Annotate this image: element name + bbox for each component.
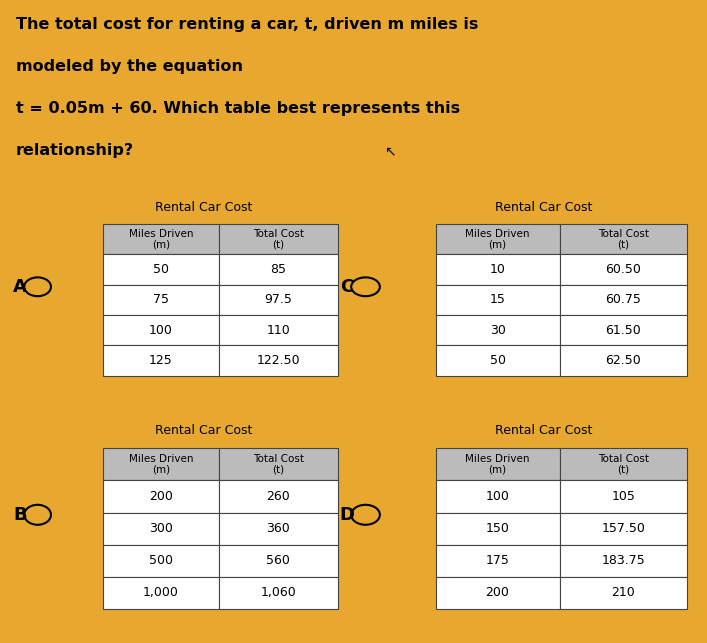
Text: 100: 100 [149, 323, 173, 337]
Text: C: C [340, 278, 353, 296]
Text: Rental Car Cost: Rental Car Cost [495, 201, 592, 214]
Text: 15: 15 [490, 293, 506, 306]
Text: 97.5: 97.5 [264, 293, 292, 306]
Bar [103, 345, 218, 376]
Bar [218, 545, 337, 577]
Bar [436, 512, 560, 545]
Bar [560, 480, 687, 512]
Text: 360: 360 [267, 522, 290, 535]
Text: 1,060: 1,060 [260, 586, 296, 599]
Bar [218, 255, 337, 285]
Bar [560, 512, 687, 545]
Bar [103, 285, 218, 315]
Bar [436, 577, 560, 609]
Text: 125: 125 [149, 354, 173, 367]
Bar [103, 512, 218, 545]
Text: 200: 200 [149, 490, 173, 503]
Text: Miles Driven
(m): Miles Driven (m) [129, 229, 193, 249]
Bar [560, 315, 687, 345]
Text: 50: 50 [489, 354, 506, 367]
Bar [218, 285, 337, 315]
Bar [218, 224, 337, 255]
Bar [103, 315, 218, 345]
Bar [560, 345, 687, 376]
Bar [560, 255, 687, 285]
Bar [560, 545, 687, 577]
Bar [218, 345, 337, 376]
Text: 560: 560 [267, 554, 290, 567]
Text: 60.75: 60.75 [605, 293, 641, 306]
Bar [436, 448, 560, 480]
Text: Rental Car Cost: Rental Car Cost [495, 424, 592, 437]
Text: Rental Car Cost: Rental Car Cost [156, 201, 252, 214]
Text: modeled by the equation: modeled by the equation [16, 59, 243, 74]
Text: A: A [13, 278, 27, 296]
Bar [218, 315, 337, 345]
Bar [560, 448, 687, 480]
Text: Total Cost
(t): Total Cost (t) [597, 454, 649, 475]
Bar [218, 448, 337, 480]
Bar [436, 545, 560, 577]
Bar [218, 480, 337, 512]
Bar [103, 255, 218, 285]
Bar [103, 224, 218, 255]
Bar [103, 448, 218, 480]
Text: 157.50: 157.50 [601, 522, 645, 535]
Text: 122.50: 122.50 [257, 354, 300, 367]
Text: The total cost for renting a car, t, driven m miles is: The total cost for renting a car, t, dri… [16, 17, 479, 32]
Text: 175: 175 [486, 554, 510, 567]
Bar [103, 577, 218, 609]
Text: Miles Driven
(m): Miles Driven (m) [129, 454, 193, 475]
Bar [436, 315, 560, 345]
Text: 200: 200 [486, 586, 510, 599]
Bar [103, 545, 218, 577]
Text: 85: 85 [270, 263, 286, 276]
Bar [560, 224, 687, 255]
Text: 183.75: 183.75 [602, 554, 645, 567]
Text: 100: 100 [486, 490, 510, 503]
Text: ↖: ↖ [384, 144, 395, 158]
Bar [560, 577, 687, 609]
Bar [436, 285, 560, 315]
Text: Miles Driven
(m): Miles Driven (m) [465, 229, 530, 249]
Text: 10: 10 [490, 263, 506, 276]
Text: 62.50: 62.50 [605, 354, 641, 367]
Text: 75: 75 [153, 293, 169, 306]
Text: 300: 300 [149, 522, 173, 535]
Text: 61.50: 61.50 [605, 323, 641, 337]
Bar [218, 512, 337, 545]
Text: Rental Car Cost: Rental Car Cost [156, 424, 252, 437]
Bar [218, 577, 337, 609]
Text: Total Cost
(t): Total Cost (t) [252, 229, 303, 249]
Text: 500: 500 [149, 554, 173, 567]
Bar [436, 345, 560, 376]
Bar [436, 255, 560, 285]
Text: 30: 30 [490, 323, 506, 337]
Text: 260: 260 [267, 490, 290, 503]
Bar [103, 480, 218, 512]
Bar [436, 224, 560, 255]
Text: 50: 50 [153, 263, 169, 276]
Bar [436, 480, 560, 512]
Text: 110: 110 [267, 323, 290, 337]
Text: 1,000: 1,000 [143, 586, 179, 599]
Text: 210: 210 [612, 586, 635, 599]
Bar [560, 285, 687, 315]
Text: 60.50: 60.50 [605, 263, 641, 276]
Text: B: B [13, 506, 27, 524]
Text: t = 0.05m + 60. Which table best represents this: t = 0.05m + 60. Which table best represe… [16, 101, 460, 116]
Text: 150: 150 [486, 522, 510, 535]
Text: Total Cost
(t): Total Cost (t) [252, 454, 303, 475]
Text: 105: 105 [612, 490, 635, 503]
Text: D: D [339, 506, 354, 524]
Text: relationship?: relationship? [16, 143, 134, 158]
Text: Total Cost
(t): Total Cost (t) [597, 229, 649, 249]
Text: Miles Driven
(m): Miles Driven (m) [465, 454, 530, 475]
